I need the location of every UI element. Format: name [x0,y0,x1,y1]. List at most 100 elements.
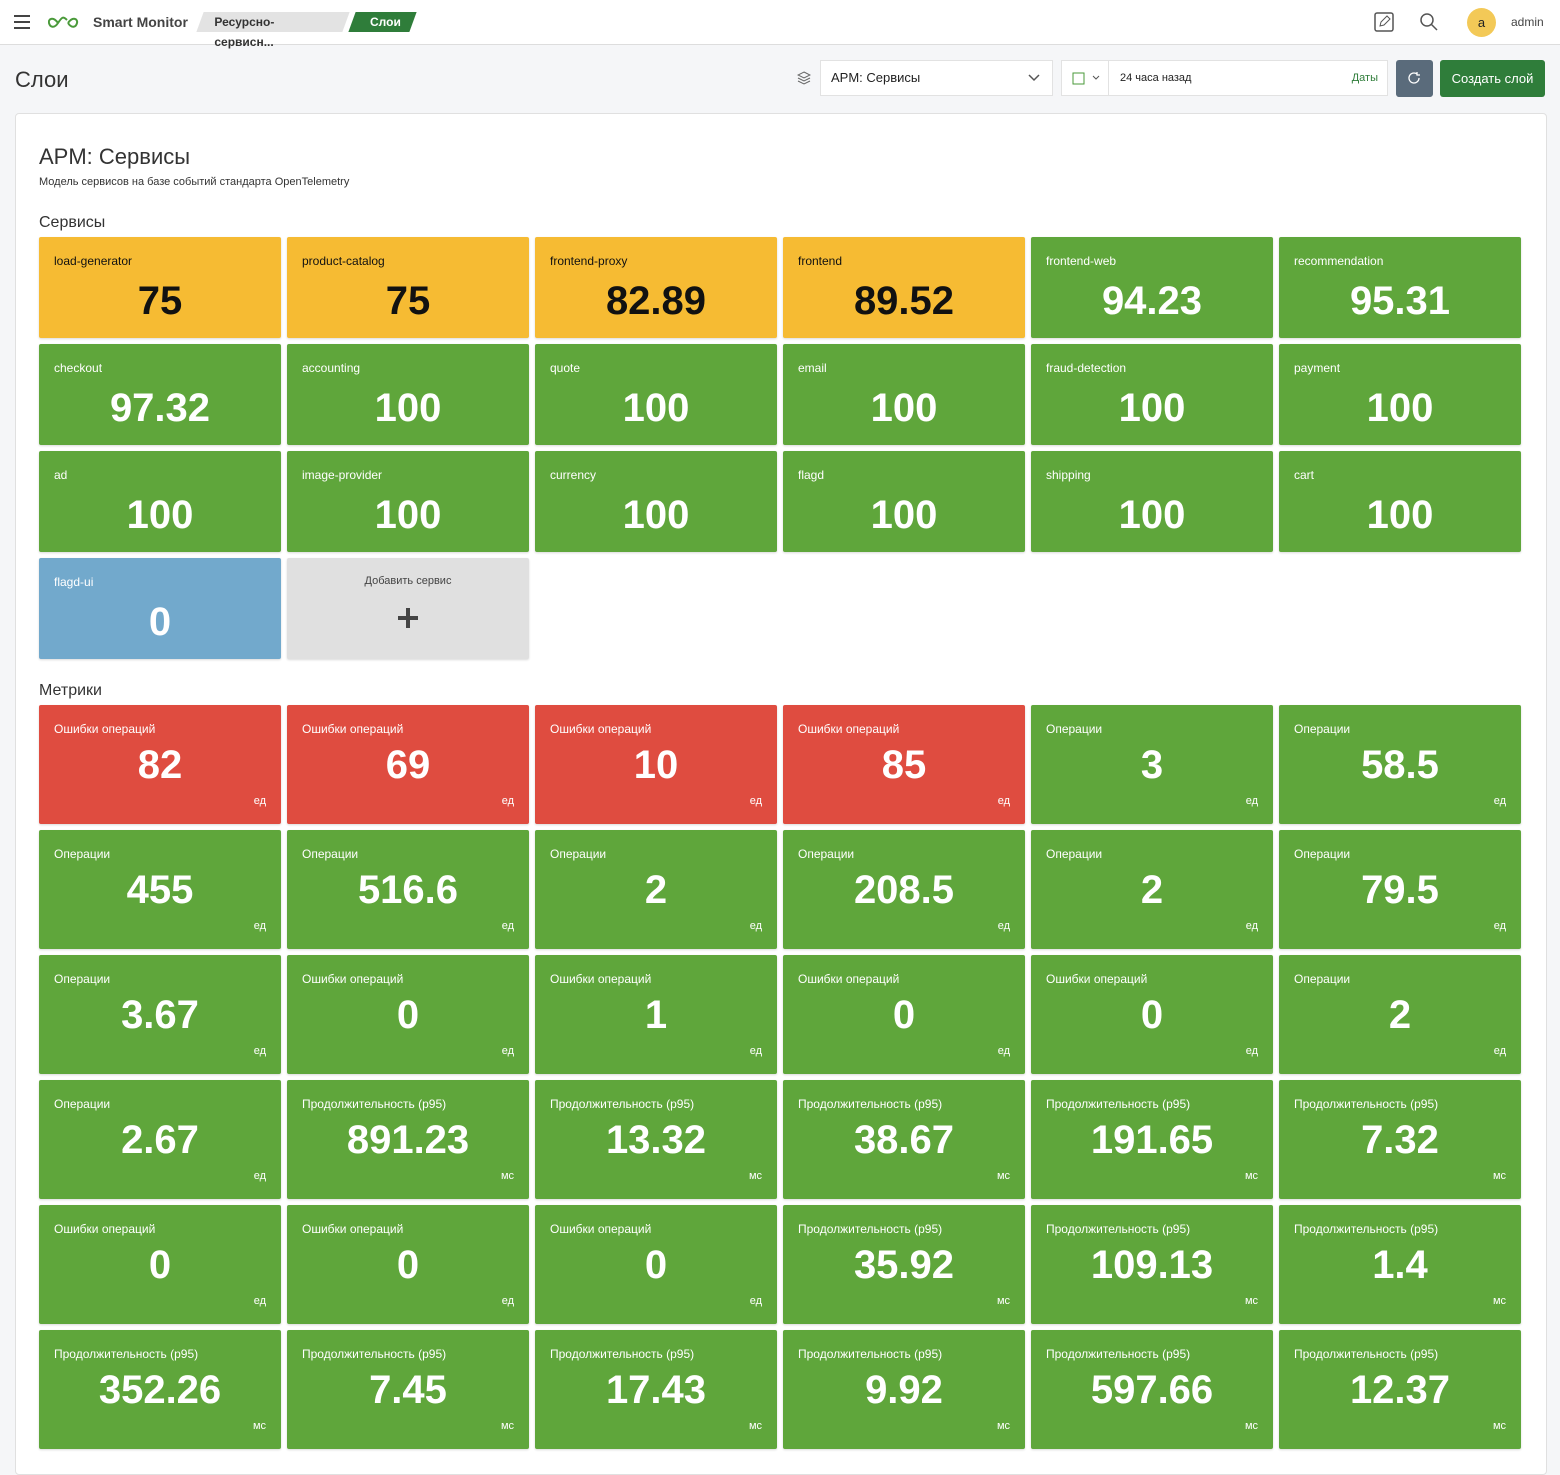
metric-tile[interactable]: Продолжительность (p95) 352.26 мс [39,1330,281,1449]
service-tile[interactable]: frontend 89.52 [783,237,1025,338]
metric-label: Ошибки операций [1046,972,1148,986]
service-tile[interactable]: recommendation 95.31 [1279,237,1521,338]
layer-select-text: APM: Сервисы [831,70,921,85]
panel-subtitle: Модель сервисов на базе событий стандарт… [39,176,350,188]
service-tile[interactable]: ad 100 [39,451,281,552]
metric-tile[interactable]: Ошибки операций 69 ед [287,705,529,824]
metric-label: Операции [1294,847,1351,861]
metric-tile[interactable]: Ошибки операций 85 ед [783,705,1025,824]
metric-tile[interactable]: Ошибки операций 0 ед [287,955,529,1074]
metric-tile[interactable]: Ошибки операций 0 ед [287,1205,529,1324]
metric-unit: ед [253,1170,266,1182]
metric-label: Продолжительность (p95) [550,1097,695,1111]
avatar[interactable]: a [1467,8,1496,37]
metric-tile[interactable]: Операции 58.5 ед [1279,705,1521,824]
layer-select[interactable]: APM: Сервисы [820,60,1053,96]
service-name: payment [1294,361,1341,375]
service-tile[interactable]: shipping 100 [1031,451,1273,552]
service-name: checkout [54,361,103,375]
metric-unit: ед [749,1295,762,1307]
metric-unit: мс [748,1170,762,1182]
metric-tile[interactable]: Продолжительность (p95) 12.37 мс [1279,1330,1521,1449]
metric-tile[interactable]: Продолжительность (p95) 7.45 мс [287,1330,529,1449]
breadcrumb[interactable]: Слои [348,12,417,32]
service-tile[interactable]: email 100 [783,344,1025,445]
service-tile[interactable]: image-provider 100 [287,451,529,552]
metric-value: 2 [644,868,668,912]
metric-tile[interactable]: Ошибки операций 1 ед [535,955,777,1074]
date-picker-button[interactable] [1061,60,1109,96]
service-tile[interactable]: accounting 100 [287,344,529,445]
metric-tile[interactable]: Продолжительность (p95) 38.67 мс [783,1080,1025,1199]
metric-tile[interactable]: Операции 2 ед [1031,830,1273,949]
metric-unit: ед [1245,920,1258,932]
metric-unit: ед [253,1295,266,1307]
service-tile[interactable]: checkout 97.32 [39,344,281,445]
metric-label: Операции [1294,972,1351,986]
metric-value: 69 [385,743,431,787]
metric-tile[interactable]: Продолжительность (p95) 9.92 мс [783,1330,1025,1449]
time-range[interactable]: 24 часа назад Даты [1108,60,1388,96]
service-name: cart [1294,468,1315,482]
add-service-tile[interactable]: Добавить сервис [287,558,529,659]
metric-tile[interactable]: Операции 208.5 ед [783,830,1025,949]
service-tile[interactable]: load-generator 75 [39,237,281,338]
service-tile[interactable]: product-catalog 75 [287,237,529,338]
metric-label: Ошибки операций [798,722,900,736]
service-name: fraud-detection [1046,361,1127,375]
metric-tile[interactable]: Продолжительность (p95) 13.32 мс [535,1080,777,1199]
metric-label: Операции [1046,847,1103,861]
user-name[interactable]: admin [1511,15,1544,29]
metric-tile[interactable]: Продолжительность (p95) 191.65 мс [1031,1080,1273,1199]
metric-tile[interactable]: Операции 79.5 ед [1279,830,1521,949]
service-tile[interactable]: frontend-web 94.23 [1031,237,1273,338]
refresh-button[interactable] [1396,60,1433,97]
service-value: 100 [1118,386,1186,430]
service-tile[interactable]: currency 100 [535,451,777,552]
metric-tile[interactable]: Продолжительность (p95) 1.4 мс [1279,1205,1521,1324]
metric-tile[interactable]: Операции 2.67 ед [39,1080,281,1199]
service-tile[interactable]: flagd-ui 0 [39,558,281,659]
metric-tile[interactable]: Операции 2 ед [1279,955,1521,1074]
edit-icon[interactable] [1374,12,1394,32]
metric-tile[interactable]: Ошибки операций 0 ед [535,1205,777,1324]
create-layer-button[interactable]: Создать слой [1440,60,1545,97]
service-tile[interactable]: quote 100 [535,344,777,445]
service-tile[interactable]: payment 100 [1279,344,1521,445]
metric-tile[interactable]: Продолжительность (p95) 35.92 мс [783,1205,1025,1324]
search-icon[interactable] [1420,13,1438,31]
service-tile[interactable]: frontend-proxy 82.89 [535,237,777,338]
metric-unit: ед [253,920,266,932]
metric-tile[interactable]: Ошибки операций 0 ед [783,955,1025,1074]
metric-tile[interactable]: Операции 516.6 ед [287,830,529,949]
metric-value: 109.13 [1090,1243,1214,1287]
metric-tile[interactable]: Продолжительность (p95) 7.32 мс [1279,1080,1521,1199]
metric-tile[interactable]: Операции 455 ед [39,830,281,949]
metric-value: 17.43 [605,1368,707,1412]
metric-tile[interactable]: Продолжительность (p95) 597.66 мс [1031,1330,1273,1449]
metric-value: 13.32 [605,1118,707,1162]
metric-label: Продолжительность (p95) [54,1347,199,1361]
dates-link[interactable]: Даты [1351,72,1378,84]
metric-value: 9.92 [865,1368,943,1412]
metric-tile[interactable]: Продолжительность (p95) 17.43 мс [535,1330,777,1449]
metric-tile[interactable]: Операции 3 ед [1031,705,1273,824]
metric-value: 2.67 [121,1118,199,1162]
metric-tile[interactable]: Операции 3.67 ед [39,955,281,1074]
metric-tile[interactable]: Ошибки операций 0 ед [39,1205,281,1324]
service-tile[interactable]: fraud-detection 100 [1031,344,1273,445]
metric-label: Продолжительность (p95) [550,1347,695,1361]
metric-tile[interactable]: Продолжительность (p95) 891.23 мс [287,1080,529,1199]
service-value: 100 [374,386,442,430]
metric-tile[interactable]: Ошибки операций 0 ед [1031,955,1273,1074]
service-tile[interactable]: cart 100 [1279,451,1521,552]
breadcrumb[interactable]: Ресурсно-сервисн... [196,12,350,49]
menu-icon[interactable] [14,15,30,29]
metric-tile[interactable]: Продолжительность (p95) 109.13 мс [1031,1205,1273,1324]
breadcrumb-text: Ресурсно-сервисн... [214,15,275,49]
metric-tile[interactable]: Ошибки операций 82 ед [39,705,281,824]
service-value: 82.89 [605,279,707,323]
metric-tile[interactable]: Операции 2 ед [535,830,777,949]
metric-tile[interactable]: Ошибки операций 10 ед [535,705,777,824]
service-tile[interactable]: flagd 100 [783,451,1025,552]
